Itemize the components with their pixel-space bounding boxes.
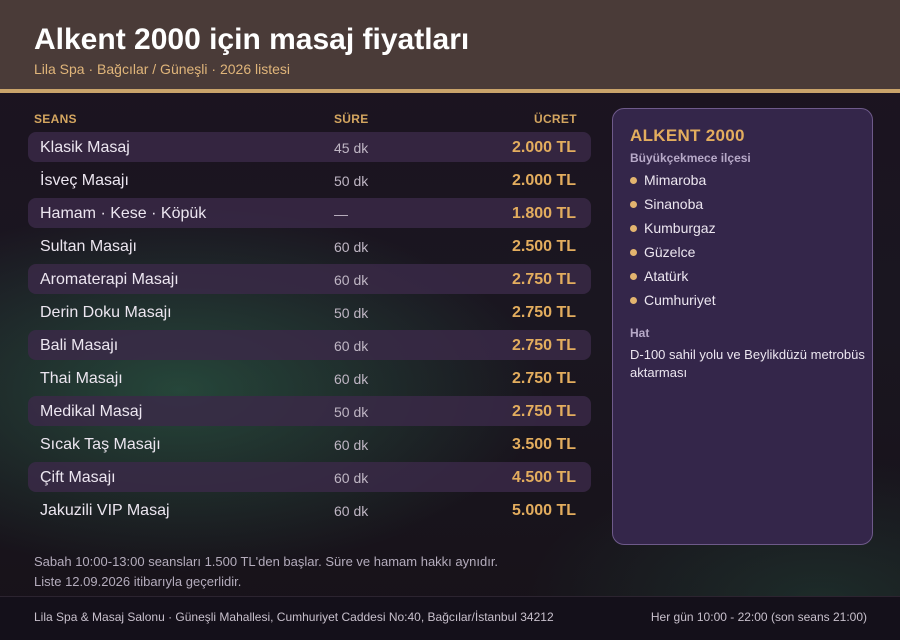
service-name: Medikal Masaj (40, 403, 143, 420)
service-price: 4.500 TL (511, 469, 576, 486)
neighborhood-item: Sinanoba (630, 195, 716, 219)
service-price: 3.500 TL (511, 436, 576, 453)
service-name: Derin Doku Masajı (40, 304, 172, 321)
service-price: 2.750 TL (511, 370, 576, 387)
service-price: 2.500 TL (511, 238, 576, 255)
service-duration: 60 dk (334, 272, 369, 288)
service-name: İsveç Masajı (40, 172, 129, 189)
table-row: Jakuzili VIP Masaj 60 dk 5.000 TL (28, 495, 591, 525)
header-divider (0, 89, 900, 93)
service-duration: 50 dk (334, 305, 369, 321)
service-price: 2.750 TL (511, 271, 576, 288)
service-name: Aromaterapi Masajı (40, 271, 179, 288)
column-header-price: ÜCRET (534, 112, 577, 126)
service-name: Thai Masajı (40, 370, 123, 387)
service-price: 2.000 TL (511, 139, 576, 156)
service-price: 1.800 TL (511, 205, 576, 222)
service-name: Sıcak Taş Masajı (40, 436, 161, 453)
neighborhood-item: Kumburgaz (630, 219, 716, 243)
service-price: 5.000 TL (511, 502, 576, 519)
service-duration: 60 dk (334, 239, 369, 255)
table-row: Hamam · Kese · Köpük — 1.800 TL (28, 198, 591, 228)
bullet-dot-icon (630, 297, 637, 304)
service-duration: — (334, 206, 348, 222)
table-row: Klasik Masaj 45 dk 2.000 TL (28, 132, 591, 162)
service-price: 2.750 TL (511, 304, 576, 321)
note-morning-sessions: Sabah 10:00-13:00 seansları 1.500 TL'den… (34, 554, 499, 569)
neighborhood-name: Sinanoba (644, 196, 704, 212)
bullet-dot-icon (630, 273, 637, 280)
page-subtitle: Lila Spa · Bağcılar / Güneşli · 2026 lis… (34, 61, 291, 77)
service-duration: 60 dk (334, 437, 369, 453)
service-duration: 60 dk (334, 503, 369, 519)
service-duration: 45 dk (334, 140, 369, 156)
service-name: Sultan Masajı (40, 238, 137, 255)
location-title: ALKENT 2000 (630, 126, 745, 145)
route-label: Hat (630, 326, 650, 340)
table-row: Aromaterapi Masajı 60 dk 2.750 TL (28, 264, 591, 294)
footer-address: Lila Spa & Masaj Salonu · Güneşli Mahall… (34, 610, 554, 624)
column-header-session: SEANS (34, 112, 77, 126)
page-header: Alkent 2000 için masaj fiyatları Lila Sp… (0, 0, 900, 89)
table-row: İsveç Masajı 50 dk 2.000 TL (28, 165, 591, 195)
service-duration: 60 dk (334, 371, 369, 387)
neighborhood-item: Güzelce (630, 243, 716, 267)
note-validity: Liste 12.09.2026 itibarıyla geçerlidir. (34, 574, 242, 589)
neighborhood-item: Atatürk (630, 267, 716, 291)
table-row: Sıcak Taş Masajı 60 dk 3.500 TL (28, 429, 591, 459)
neighborhood-item: Mimaroba (630, 171, 716, 195)
service-price: 2.000 TL (511, 172, 576, 189)
table-row: Bali Masajı 60 dk 2.750 TL (28, 330, 591, 360)
service-name: Hamam · Kese · Köpük (40, 205, 207, 222)
bullet-dot-icon (630, 225, 637, 232)
bullet-dot-icon (630, 201, 637, 208)
service-price: 2.750 TL (511, 403, 576, 420)
neighborhood-name: Kumburgaz (644, 220, 716, 236)
bullet-dot-icon (630, 177, 637, 184)
notes: Sabah 10:00-13:00 seansları 1.500 TL'den… (34, 552, 594, 592)
service-name: Klasik Masaj (40, 139, 130, 156)
footer-hours: Her gün 10:00 - 22:00 (son seans 21:00) (650, 610, 867, 624)
table-row: Derin Doku Masajı 50 dk 2.750 TL (28, 297, 591, 327)
neighborhood-name: Mimaroba (644, 172, 707, 188)
location-district: Büyükçekmece ilçesi (630, 151, 751, 165)
table-row: Medikal Masaj 50 dk 2.750 TL (28, 396, 591, 426)
service-name: Bali Masajı (40, 337, 119, 354)
service-duration: 60 dk (334, 470, 369, 486)
neighborhood-name: Cumhuriyet (644, 292, 716, 308)
service-name: Jakuzili VIP Masaj (40, 502, 170, 519)
route-text: D-100 sahil yolu ve Beylikdüzü metrobüs … (630, 347, 865, 380)
neighborhood-item: Cumhuriyet (630, 291, 716, 315)
page-title: Alkent 2000 için masaj fiyatları (34, 23, 470, 56)
service-name: Çift Masajı (40, 469, 116, 486)
table-row: Sultan Masajı 60 dk 2.500 TL (28, 231, 591, 261)
column-header-duration: SÜRE (334, 112, 369, 126)
table-row: Çift Masajı 60 dk 4.500 TL (28, 462, 591, 492)
service-duration: 60 dk (334, 338, 369, 354)
neighborhood-name: Atatürk (644, 268, 689, 284)
neighborhood-list: Mimaroba Sinanoba Kumburgaz Güzelce Atatürk C… (630, 171, 716, 315)
service-duration: 50 dk (334, 173, 369, 189)
service-price: 2.750 TL (511, 337, 576, 354)
price-table: Klasik Masaj 45 dk 2.000 TL İsveç Masajı 50 … (28, 132, 591, 528)
page-footer: Lila Spa & Masaj Salonu · Güneşli Mahall… (0, 596, 900, 640)
neighborhood-name: Güzelce (644, 244, 696, 260)
service-duration: 50 dk (334, 404, 369, 420)
bullet-dot-icon (630, 249, 637, 256)
table-row: Thai Masajı 60 dk 2.750 TL (28, 363, 591, 393)
location-card: ALKENT 2000 Büyükçekmece ilçesi Mimaroba… (612, 108, 873, 545)
